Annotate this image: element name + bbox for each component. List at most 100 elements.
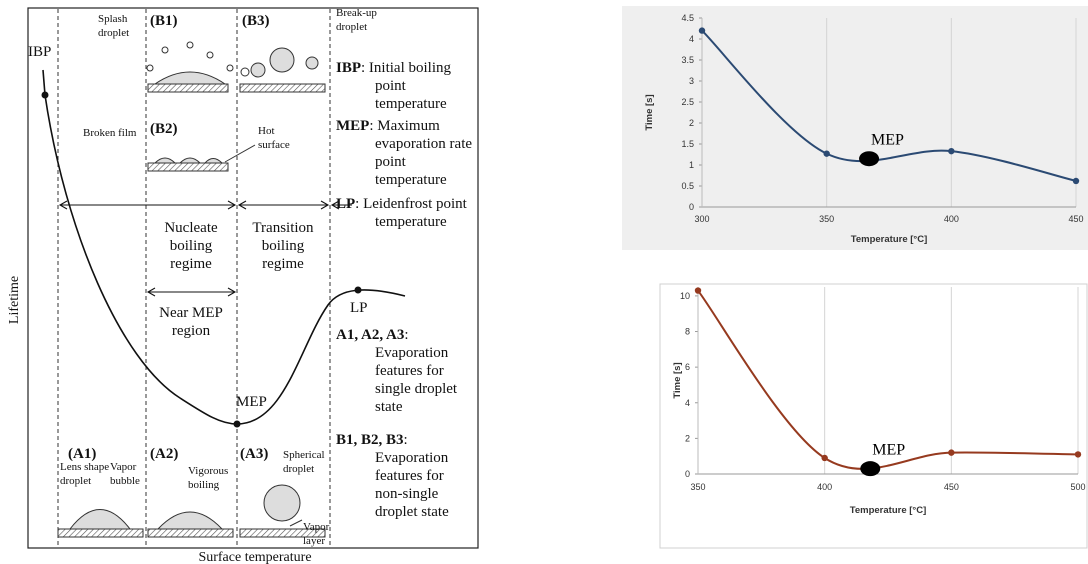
regime-label: boiling xyxy=(262,238,305,254)
callout: Break-up xyxy=(336,7,377,19)
panel-label: (A3) xyxy=(240,446,268,462)
legend-definition: Evaporation xyxy=(375,450,449,466)
annotation-label: MEP xyxy=(872,442,905,459)
regime-label: boiling xyxy=(170,238,213,254)
point xyxy=(694,287,702,294)
y-tick-label: 0 xyxy=(689,202,694,212)
x-tick-label: 300 xyxy=(694,214,709,224)
panel-label: (A2) xyxy=(150,446,178,462)
y-tick-label: 2.5 xyxy=(681,97,694,107)
y-tick-label: 8 xyxy=(685,327,690,337)
callout: Vapor xyxy=(303,521,330,533)
point-label: IBP xyxy=(28,44,51,60)
regime-dividers xyxy=(57,9,331,547)
y-axis-label: Time [s] xyxy=(644,94,655,130)
callout: Broken film xyxy=(83,127,137,139)
regime-label: Near MEP xyxy=(159,305,223,321)
y-tick-label: 0.5 xyxy=(681,181,694,191)
x-tick-label: 400 xyxy=(944,214,959,224)
point xyxy=(948,449,955,456)
chart-panel xyxy=(659,283,1088,549)
callout: surface xyxy=(258,139,290,151)
point-label: MEP xyxy=(236,394,267,410)
x-tick-label: 400 xyxy=(817,482,832,492)
regime-label: Transition xyxy=(252,220,314,236)
regime-label: regime xyxy=(262,256,304,272)
y-tick-label: 6 xyxy=(685,362,690,372)
y-tick-label: 1.5 xyxy=(681,139,694,149)
callout: Vigorous xyxy=(188,465,228,477)
x-axis-label: Temperature [°C] xyxy=(850,505,926,516)
point-label: LP xyxy=(350,300,368,316)
callout: layer xyxy=(303,535,325,547)
y-tick-label: 4 xyxy=(685,398,690,408)
lp-dot xyxy=(354,286,362,294)
legend-definition: droplet state xyxy=(375,504,449,520)
legend-definition: : Initial boiling xyxy=(361,60,451,76)
x-tick-label: 500 xyxy=(1070,482,1085,492)
y-axis-label: Time [s] xyxy=(672,362,683,398)
annotation-marker xyxy=(860,461,881,477)
x-tick-label: 450 xyxy=(944,482,959,492)
panel-label: (B1) xyxy=(150,13,178,29)
legend-definition: features for xyxy=(375,363,444,379)
legend-definition: temperature xyxy=(375,172,447,188)
y-tick-label: 4.5 xyxy=(681,13,694,23)
panel-label: (B3) xyxy=(242,13,270,29)
legend-term: B1, B2, B3 xyxy=(336,432,404,448)
y-tick-label: 10 xyxy=(680,291,690,301)
legend-term: LP xyxy=(336,196,355,212)
callout: droplet xyxy=(283,463,314,475)
legend-definition: features for xyxy=(375,468,444,484)
legend-entry: IBP: Initial boiling xyxy=(336,60,452,76)
point xyxy=(1074,451,1082,458)
legend-term: IBP xyxy=(336,60,361,76)
callout: droplet xyxy=(60,475,91,487)
point xyxy=(823,150,830,157)
annotation-label: MEP xyxy=(871,132,904,149)
callout: droplet xyxy=(336,21,367,33)
mep-dot xyxy=(233,420,241,428)
y-tick-label: 2 xyxy=(689,118,694,128)
callout: Lens shape xyxy=(60,461,109,473)
legend-definition: : xyxy=(404,327,408,343)
x-axis-label: Temperature [°C] xyxy=(851,234,927,245)
legend-definition: point xyxy=(375,154,407,170)
panel-label: (B2) xyxy=(150,121,178,137)
point xyxy=(1072,177,1080,185)
legend-definition: evaporation rate xyxy=(375,136,472,152)
callout: droplet xyxy=(98,27,129,39)
y-tick-label: 1 xyxy=(689,160,694,170)
legend-entry: A1, A2, A3: xyxy=(336,327,409,343)
legend-definition: non-single xyxy=(375,486,439,502)
panel-label: (A1) xyxy=(68,446,96,462)
legend-entry: LP: Leidenfrost point xyxy=(336,196,468,212)
y-tick-label: 3 xyxy=(689,76,694,86)
x-axis-label: Surface temperature xyxy=(198,550,311,564)
x-tick-label: 350 xyxy=(819,214,834,224)
ibp-dot xyxy=(41,91,49,99)
legend-definition: temperature xyxy=(375,96,447,112)
legend-definition: point xyxy=(375,78,407,94)
y-tick-label: 2 xyxy=(685,433,690,443)
x-tick-label: 450 xyxy=(1068,214,1083,224)
legend-definition: state xyxy=(375,399,403,415)
point xyxy=(948,147,955,155)
y-tick-label: 0 xyxy=(685,469,690,479)
chart-panel xyxy=(622,6,1088,250)
callout: Hot xyxy=(258,125,275,137)
point xyxy=(698,27,706,34)
diagram-frame xyxy=(27,7,479,549)
callout: bubble xyxy=(110,475,140,487)
y-tick-label: 4 xyxy=(689,34,694,44)
point xyxy=(821,454,828,462)
regime-label: region xyxy=(172,323,211,339)
callout: boiling xyxy=(188,479,220,491)
annotation-marker xyxy=(859,151,880,167)
legend-entry: B1, B2, B3: xyxy=(336,432,408,448)
droplet-sketches xyxy=(57,41,326,538)
legend-definition: : Maximum xyxy=(369,118,440,134)
y-axis-label: Lifetime xyxy=(7,276,22,324)
regime-arrows xyxy=(58,200,352,297)
